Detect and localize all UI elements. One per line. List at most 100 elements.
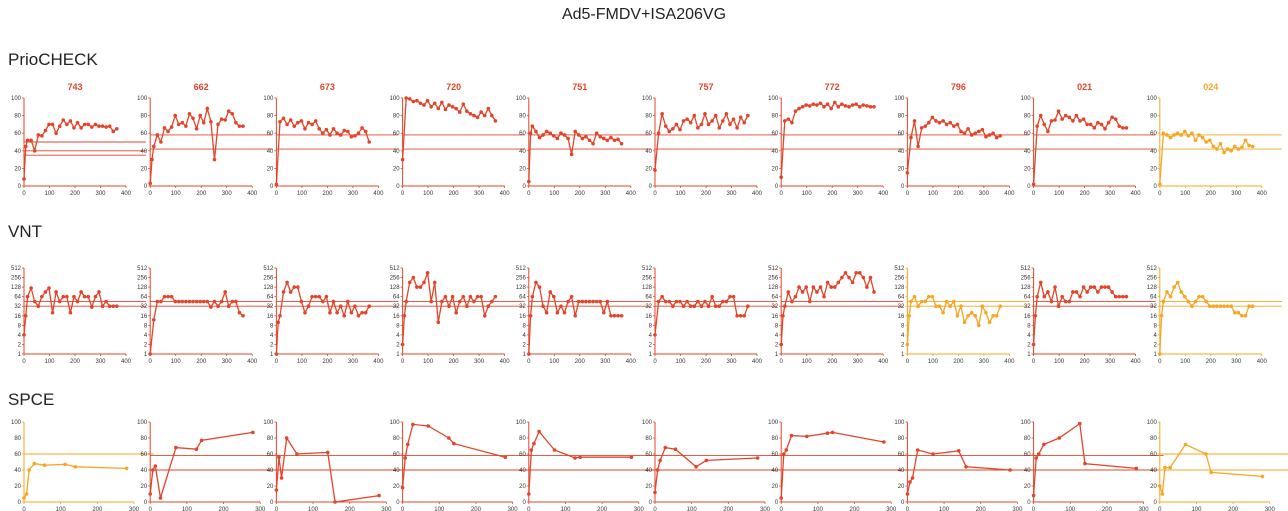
vnt-3-data-point (443, 294, 448, 299)
spce-3-data-point (411, 422, 415, 427)
vnt-7-y-tick-label: 256 (894, 276, 905, 282)
vnt-2-data-point (296, 285, 300, 289)
vnt-5-x-tick-label: 300 (726, 359, 737, 365)
vnt-7-x-tick-label: 300 (979, 359, 990, 365)
spce-6-x-tick-label: 300 (886, 507, 897, 511)
priocheck-7-data-point (934, 119, 938, 123)
vnt-7-data-point (991, 313, 995, 318)
priocheck-3-data-point (425, 98, 430, 103)
priocheck-2-data-point (346, 129, 350, 134)
priocheck-8-x-tick-label: 400 (1131, 191, 1142, 197)
priocheck-0-x-tick-label: 0 (22, 191, 26, 197)
priocheck-1-data-point (219, 117, 224, 121)
vnt-0-y-tick-label: 64 (14, 295, 21, 301)
priocheck-1-data-point (198, 113, 202, 118)
vnt-9-data-point (1158, 352, 1162, 356)
priocheck-7-data-point (937, 120, 942, 125)
priocheck-2-data-point (303, 127, 307, 131)
vnt-9-data-point (1218, 304, 1223, 309)
vnt-0-y-tick-label: 2 (18, 342, 22, 348)
vnt-4-data-point (541, 304, 545, 309)
spce-0-data-point (42, 463, 47, 468)
vnt-2-data-point (281, 290, 286, 294)
priocheck-6-data-point (857, 105, 862, 109)
vnt-0-data-point (25, 294, 30, 299)
priocheck-0-data-point (22, 177, 26, 181)
priocheck-2-data-point (310, 122, 314, 127)
priocheck-0-data-point (32, 149, 37, 153)
spce-2-data-point (274, 488, 279, 492)
spce-6-data-point (830, 430, 835, 435)
vnt-1-data-point (180, 299, 185, 304)
priocheck-5-data-point (699, 122, 704, 127)
vnt-3-data-point (486, 304, 491, 309)
priocheck-8-data-point (1060, 117, 1064, 121)
vnt-1-data-point (191, 299, 195, 304)
vnt-8-data-point (1113, 294, 1118, 299)
vnt-2-data-point (363, 310, 368, 315)
vnt-4-data-point (601, 310, 606, 315)
priocheck-2-data-point (328, 133, 332, 137)
vnt-1-x-tick-label: 0 (149, 359, 153, 365)
vnt-3-y-tick-label: 64 (393, 295, 400, 301)
priocheck-9-data-point (1232, 144, 1237, 149)
spce-6-y-tick-label: 20 (772, 484, 779, 490)
vnt-5-y-tick-label: 64 (645, 295, 652, 301)
priocheck-3-y-tick-label: 20 (393, 166, 400, 172)
priocheck-7-x-tick-label: 300 (979, 191, 990, 197)
priocheck-1-data-point (230, 112, 235, 116)
priocheck-2-data-point (363, 129, 368, 134)
vnt-5-y-tick-label: 4 (649, 333, 653, 339)
vnt-9-y-tick-label: 1 (1153, 352, 1157, 358)
priocheck-4-series-line (528, 124, 623, 182)
priocheck-3-x-tick-label: 100 (423, 191, 434, 197)
priocheck-8-data-point (1042, 122, 1047, 127)
priocheck-1-data-point (216, 122, 220, 127)
priocheck-0-data-point (47, 122, 51, 127)
priocheck-7-data-point (991, 131, 995, 135)
priocheck-6-data-point (825, 102, 830, 106)
priocheck-9-data-point (1168, 135, 1173, 140)
vnt-0-data-point (65, 294, 69, 299)
priocheck-4-data-point (528, 131, 533, 135)
vnt-8-y-tick-label: 64 (1024, 295, 1031, 301)
priocheck-7-y-tick-label: 0 (901, 184, 905, 190)
vnt-6-y-tick-label: 64 (772, 295, 779, 301)
priocheck-6-data-point (847, 105, 851, 109)
spce-1-data-point (251, 430, 255, 435)
priocheck-2-data-point (356, 131, 361, 135)
vnt-5-x-tick-label: 400 (752, 359, 763, 365)
vnt-3-y-tick-label: 128 (390, 285, 401, 291)
spce-3-y-tick-label: 100 (390, 420, 401, 426)
vnt-4-y-tick-label: 8 (522, 323, 526, 329)
vnt-1-data-point (159, 299, 163, 304)
spce-9-x-tick-label: 100 (1191, 507, 1202, 511)
priocheck-0-x-tick-label: 100 (44, 191, 55, 197)
priocheck-5-x-tick-label: 0 (653, 191, 657, 197)
vnt-4-x-tick-label: 200 (575, 359, 586, 365)
vnt-7-x-tick-label: 400 (1004, 359, 1015, 365)
vnt-9-y-tick-label: 32 (1150, 304, 1157, 310)
spce-5-data-point (653, 490, 657, 495)
priocheck-9-x-tick-label: 0 (1158, 191, 1162, 197)
vnt-9-data-point (1200, 294, 1205, 299)
priocheck-5-data-point (688, 120, 693, 125)
priocheck-3-data-point (407, 97, 412, 101)
priocheck-9-y-tick-label: 40 (1150, 149, 1157, 155)
priocheck-9-data-point (1215, 147, 1219, 151)
vnt-8-data-point (1103, 285, 1107, 289)
vnt-9-data-point (1236, 310, 1241, 315)
priocheck-9-series-line (1159, 130, 1253, 185)
vnt-5-x-tick-label: 100 (675, 359, 686, 365)
spce-7-x-tick-label: 100 (939, 507, 950, 511)
priocheck-0-series-line (23, 118, 118, 180)
priocheck-1-y-tick-label: 20 (141, 166, 148, 172)
vnt-7-y-tick-label: 16 (898, 314, 905, 320)
vnt-2-data-point (321, 299, 325, 304)
vnt-4-data-point (580, 299, 585, 304)
vnt-5-data-point (681, 304, 686, 309)
vnt-7-data-point (973, 313, 978, 318)
priocheck-2-y-tick-label: 80 (267, 114, 274, 120)
vnt-3-data-point (475, 294, 480, 299)
spce-9-data-point (1158, 484, 1162, 488)
